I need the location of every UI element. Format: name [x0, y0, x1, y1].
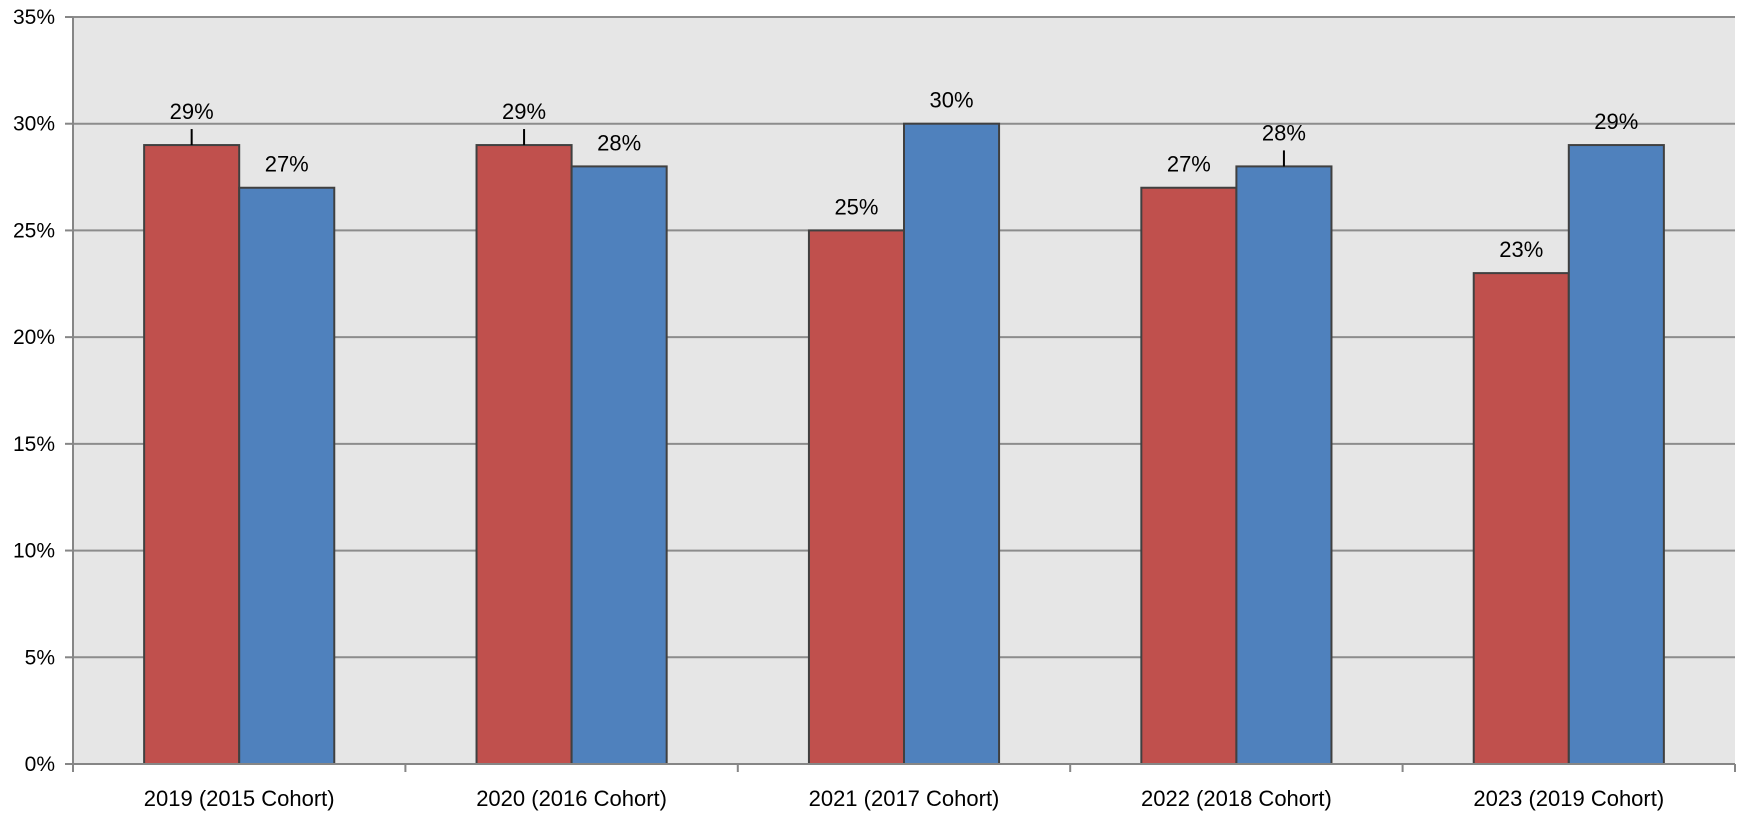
y-tick-label: 25%	[13, 219, 55, 242]
data-label: 27%	[1167, 152, 1211, 177]
x-tick-label: 2023 (2019 Cohort)	[1473, 786, 1664, 811]
bar-second-series	[570, 165, 668, 765]
bar-second-series	[238, 186, 336, 765]
data-label: 28%	[1262, 120, 1306, 145]
y-tick-label: 0%	[25, 753, 55, 776]
data-label: 27%	[265, 152, 309, 177]
y-tick-label: 5%	[25, 646, 55, 669]
y-axis: 0% 5% 10% 15% 20% 25% 30% 35%	[13, 6, 74, 776]
x-tick-label: 2022 (2018 Cohort)	[1141, 786, 1332, 811]
data-label: 29%	[170, 99, 214, 124]
x-axis: 2019 (2015 Cohort) 2020 (2016 Cohort) 2021…	[72, 763, 1736, 811]
bar-second-series	[1567, 144, 1665, 766]
data-label: 29%	[1594, 109, 1638, 134]
data-label: 25%	[834, 194, 878, 219]
x-tick-label: 2021 (2017 Cohort)	[809, 786, 1000, 811]
y-tick-label: 30%	[13, 113, 55, 136]
y-tick-label: 15%	[13, 433, 55, 456]
bar-first-series	[475, 144, 573, 766]
bar-first-series	[1472, 272, 1570, 765]
data-label: 28%	[597, 130, 641, 155]
bar-first-series	[1140, 186, 1238, 765]
data-label: 23%	[1499, 237, 1543, 262]
y-tick-label: 35%	[13, 6, 55, 29]
data-labels: 29% 27% 29% 28% 25% 30% 27% 28% 23% 29%	[170, 88, 1639, 262]
bar-second-series	[903, 122, 1001, 765]
bar-second-series	[1235, 165, 1333, 765]
bar-first-series	[143, 144, 241, 766]
label-leader-lines	[190, 129, 1285, 167]
data-label: 30%	[930, 88, 974, 113]
bar-first-series	[807, 229, 905, 765]
x-tick-label: 2020 (2016 Cohort)	[476, 786, 667, 811]
y-tick-label: 10%	[13, 540, 55, 563]
x-tick-label: 2019 (2015 Cohort)	[144, 786, 335, 811]
y-tick-label: 20%	[13, 326, 55, 349]
data-label: 29%	[502, 99, 546, 124]
